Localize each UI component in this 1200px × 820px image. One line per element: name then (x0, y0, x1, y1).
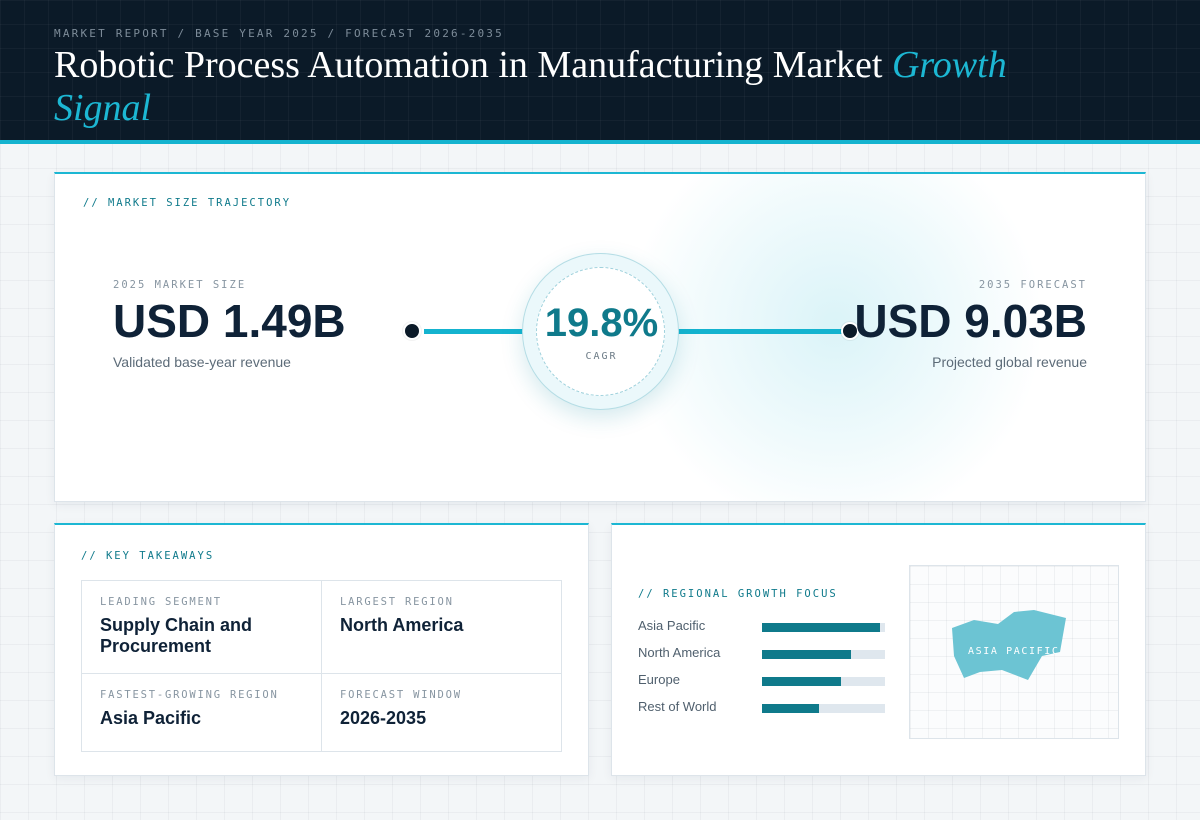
page-title: Robotic Process Automation in Manufactur… (54, 44, 1054, 130)
region-bar-track (762, 623, 885, 632)
takeaway-value: 2026-2035 (340, 708, 427, 728)
start-note: Validated base-year revenue (113, 354, 291, 370)
region-bar-label: Rest of World (638, 699, 717, 714)
takeaway-forecast-window: FORECAST WINDOW 2026-2035 (322, 674, 562, 767)
start-dot (403, 322, 421, 340)
region-bar-row: Europe (638, 672, 888, 690)
region-bar-track (762, 677, 885, 686)
report-eyebrow: MARKET REPORT / BASE YEAR 2025 / FORECAS… (54, 27, 504, 40)
region-bar-track (762, 650, 885, 659)
region-bar-label: North America (638, 645, 721, 660)
region-bar-label: Asia Pacific (638, 618, 706, 633)
takeaway-fastest-growing-region: FASTEST-GROWING REGION Asia Pacific (82, 674, 322, 767)
cagr-caption: CAGR (585, 351, 618, 362)
region-bar-row: Asia Pacific (638, 618, 888, 636)
title-main: Robotic Process Automation in Manufactur… (54, 44, 892, 86)
takeaways-label: // KEY TAKEAWAYS (81, 550, 215, 562)
takeaway-largest-region: LARGEST REGION North America (322, 581, 562, 674)
title-accent: Growth Signal (54, 44, 1007, 129)
region-bar-fill (762, 677, 841, 686)
region-map: ASIA PACIFIC (909, 565, 1119, 739)
takeaway-value: Asia Pacific (100, 708, 202, 728)
region-bar-row: Rest of World (638, 699, 888, 717)
grid-divider-vertical (321, 581, 322, 751)
takeaway-caption: FORECAST WINDOW (340, 689, 462, 701)
report-header: MARKET REPORT / BASE YEAR 2025 / FORECAS… (0, 0, 1200, 144)
end-dot (841, 322, 859, 340)
takeaway-caption: LARGEST REGION (340, 596, 454, 608)
map-label: ASIA PACIFIC (968, 646, 1060, 657)
takeaway-value: Supply Chain and Procurement (100, 615, 253, 656)
end-value: USD 9.03B (854, 295, 1087, 347)
regional-growth-card: // REGIONAL GROWTH FOCUS Asia Pacific No… (611, 523, 1146, 776)
region-bar-fill (762, 650, 851, 659)
region-bar-fill (762, 704, 819, 713)
region-bar-fill (762, 623, 881, 632)
glow-decoration (625, 174, 1045, 501)
takeaway-value: North America (340, 615, 464, 635)
end-caption: 2035 FORECAST (978, 279, 1087, 291)
market-size-card: // MARKET SIZE TRAJECTORY 2025 MARKET SI… (54, 172, 1146, 502)
takeaway-caption: LEADING SEGMENT (100, 596, 222, 608)
cagr-badge: 19.8% CAGR (522, 253, 679, 410)
end-note: Projected global revenue (932, 354, 1087, 370)
key-takeaways-card: // KEY TAKEAWAYS LEADING SEGMENT Supply … (54, 523, 589, 776)
takeaway-leading-segment: LEADING SEGMENT Supply Chain and Procure… (82, 581, 322, 674)
takeaway-caption: FASTEST-GROWING REGION (100, 689, 279, 701)
takeaways-grid: LEADING SEGMENT Supply Chain and Procure… (81, 580, 562, 752)
start-caption: 2025 MARKET SIZE (113, 279, 247, 291)
cagr-inner-ring: 19.8% CAGR (536, 267, 665, 396)
region-bar-row: North America (638, 645, 888, 663)
cagr-value: 19.8% (544, 301, 659, 345)
region-bar-label: Europe (638, 672, 680, 687)
start-value: USD 1.49B (113, 295, 346, 347)
trajectory-label: // MARKET SIZE TRAJECTORY (83, 197, 292, 209)
grid-divider-horizontal (82, 673, 561, 674)
region-bar-track (762, 704, 885, 713)
regional-label: // REGIONAL GROWTH FOCUS (638, 588, 838, 600)
asia-pacific-map-icon (952, 610, 1066, 680)
